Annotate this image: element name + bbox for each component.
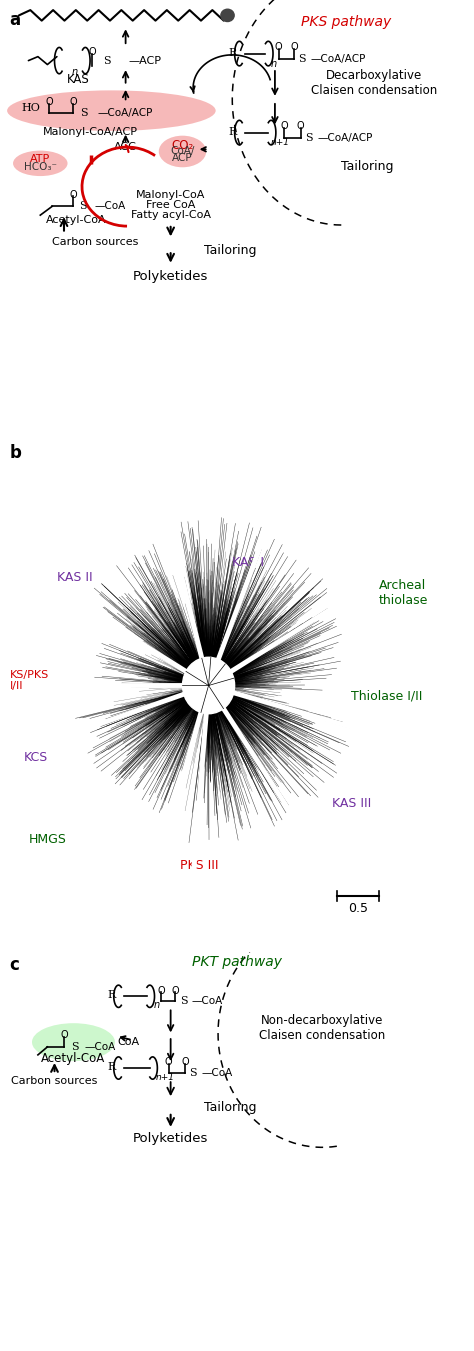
Text: O: O: [297, 122, 304, 131]
Text: O: O: [70, 189, 77, 200]
Text: c: c: [9, 957, 19, 974]
Text: Acetyl-CoA: Acetyl-CoA: [46, 215, 106, 226]
Text: O: O: [89, 47, 96, 57]
Text: ACP: ACP: [172, 153, 193, 162]
Text: a: a: [9, 11, 20, 28]
Text: n: n: [154, 1001, 159, 1011]
Text: R: R: [229, 127, 237, 136]
Text: KCS: KCS: [24, 751, 48, 763]
Text: —ACP: —ACP: [128, 55, 161, 66]
Text: HCO₃⁻: HCO₃⁻: [24, 162, 57, 173]
Text: Non-decarboxylative
Claisen condensation: Non-decarboxylative Claisen condensation: [259, 1015, 385, 1042]
Text: Polyketides: Polyketides: [133, 270, 209, 284]
Text: ACC: ACC: [114, 142, 137, 153]
Ellipse shape: [7, 91, 216, 131]
Text: O: O: [165, 1058, 173, 1067]
Circle shape: [182, 658, 235, 713]
Text: O: O: [275, 42, 283, 53]
Text: CoA: CoA: [117, 1038, 139, 1047]
Text: R: R: [108, 1062, 116, 1073]
Text: b: b: [9, 444, 21, 462]
Text: —CoA/ACP: —CoA/ACP: [310, 54, 366, 65]
Text: —CoA: —CoA: [192, 997, 223, 1006]
Text: Polyketides: Polyketides: [133, 1132, 209, 1146]
Ellipse shape: [13, 150, 68, 176]
Text: S: S: [81, 108, 88, 119]
Ellipse shape: [32, 1023, 115, 1061]
Text: n+1: n+1: [271, 138, 290, 147]
Circle shape: [221, 9, 234, 22]
Text: S: S: [299, 54, 306, 65]
Text: KAS II: KAS II: [57, 571, 92, 584]
Text: —CoA: —CoA: [201, 1069, 233, 1078]
Text: 0.5: 0.5: [348, 902, 368, 916]
Text: R: R: [229, 47, 237, 58]
Text: Thiolase I/II: Thiolase I/II: [351, 689, 422, 703]
Text: O: O: [60, 1029, 68, 1040]
Text: —CoA: —CoA: [84, 1042, 116, 1052]
Text: Malonyl-CoA/ACP: Malonyl-CoA/ACP: [43, 127, 137, 136]
Text: PKS pathway: PKS pathway: [301, 15, 391, 28]
Text: S: S: [305, 134, 313, 143]
Text: —CoA/ACP: —CoA/ACP: [97, 108, 153, 119]
Text: n+1: n+1: [155, 1073, 174, 1082]
Text: S: S: [180, 997, 187, 1006]
Text: Archeal
thiolase: Archeal thiolase: [379, 580, 428, 607]
Text: KAS I: KAS I: [232, 555, 264, 569]
Text: Fatty acyl-CoA: Fatty acyl-CoA: [131, 209, 210, 220]
Text: ATP: ATP: [30, 154, 50, 165]
Text: PKT pathway: PKT pathway: [192, 955, 282, 970]
Text: S: S: [189, 1069, 197, 1078]
Text: Tailoring: Tailoring: [204, 1101, 256, 1115]
Text: S: S: [103, 55, 110, 66]
Text: O: O: [281, 122, 288, 131]
Text: HMGS: HMGS: [28, 834, 66, 846]
Text: n: n: [72, 68, 78, 77]
Text: Tailoring: Tailoring: [204, 243, 256, 257]
Text: Acetyl-CoA: Acetyl-CoA: [41, 1052, 106, 1066]
Text: O: O: [157, 986, 165, 996]
Text: R: R: [108, 990, 116, 1001]
Text: O: O: [172, 986, 179, 996]
Text: Malonyl-CoA: Malonyl-CoA: [136, 190, 205, 200]
Ellipse shape: [159, 135, 206, 168]
Text: Free CoA: Free CoA: [146, 200, 195, 209]
Text: O: O: [290, 42, 298, 53]
Text: CO₂: CO₂: [172, 139, 193, 153]
Text: —CoA/ACP: —CoA/ACP: [318, 134, 373, 143]
Text: n: n: [271, 58, 277, 69]
Text: —CoA: —CoA: [95, 201, 126, 211]
Text: CoA/: CoA/: [170, 146, 195, 157]
Text: S: S: [71, 1042, 79, 1052]
Text: Decarboxylative
Claisen condensation: Decarboxylative Claisen condensation: [311, 69, 438, 97]
Text: Carbon sources: Carbon sources: [52, 238, 138, 247]
Text: PKS III: PKS III: [180, 859, 219, 871]
Text: O: O: [70, 97, 77, 107]
Text: O: O: [181, 1058, 189, 1067]
Text: HO: HO: [21, 103, 40, 112]
Text: S: S: [79, 201, 87, 211]
Text: Carbon sources: Carbon sources: [11, 1075, 98, 1086]
Text: KS/PKS
I/II: KS/PKS I/II: [9, 670, 49, 692]
Text: KAS: KAS: [67, 73, 90, 85]
Text: KAS III: KAS III: [332, 797, 371, 811]
Text: O: O: [45, 97, 53, 107]
Text: Tailoring: Tailoring: [341, 161, 394, 173]
